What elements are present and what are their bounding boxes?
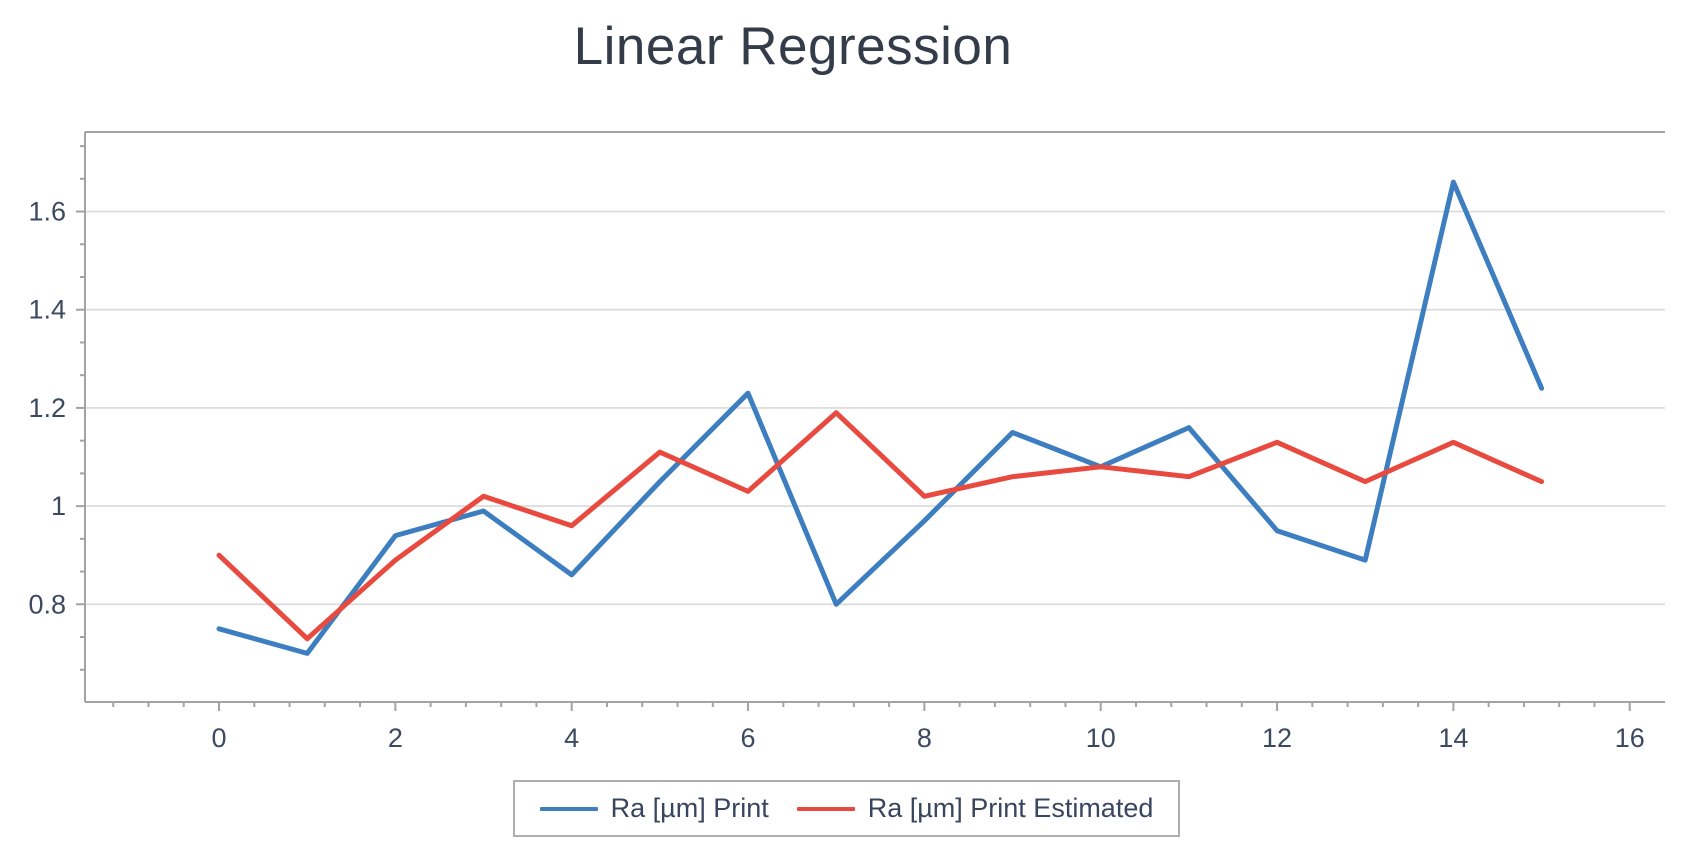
series-line-print [216, 179, 1545, 656]
y-tick-label: 1.6 [28, 197, 66, 227]
x-tick-label: 10 [1086, 723, 1116, 753]
x-tick-label: 4 [564, 723, 579, 753]
x-tick-label: 6 [741, 723, 756, 753]
y-tick-label: 1 [51, 491, 66, 521]
y-tick-labels: 0.8 1 1.2 1.4 1.6 [28, 197, 66, 620]
x-tick-label: 2 [388, 723, 403, 753]
x-tick-label: 12 [1262, 723, 1292, 753]
x-tick-label: 0 [212, 723, 227, 753]
x-tick-label: 14 [1438, 723, 1468, 753]
tick-marks [76, 145, 1631, 711]
legend-line-swatch-print-estimated-icon [796, 806, 855, 811]
y-gridlines [85, 210, 1665, 606]
legend-label-print-estimated: Ra [µm] Print Estimated [867, 793, 1154, 823]
legend-item-print-estimated: Ra [µm] Print Estimated [796, 793, 1154, 824]
axes [84, 131, 1665, 703]
legend-label-print: Ra [µm] Print [610, 793, 769, 823]
x-tick-labels: 0 2 4 6 8 10 12 14 16 [212, 723, 1645, 753]
legend-line-swatch-print-icon [539, 806, 598, 811]
x-tick-label: 16 [1615, 723, 1645, 753]
y-tick-label: 0.8 [28, 589, 66, 619]
y-tick-label: 1.2 [28, 393, 66, 423]
y-tick-label: 1.4 [28, 295, 66, 325]
chart-title: Linear Regression [573, 17, 1013, 76]
legend-box: Ra [µm] Print Ra [µm] Print Estimated [513, 780, 1180, 837]
series-line-print-estimated [216, 410, 1545, 642]
legend-item-print: Ra [µm] Print [539, 793, 769, 824]
x-tick-label: 8 [917, 723, 932, 753]
